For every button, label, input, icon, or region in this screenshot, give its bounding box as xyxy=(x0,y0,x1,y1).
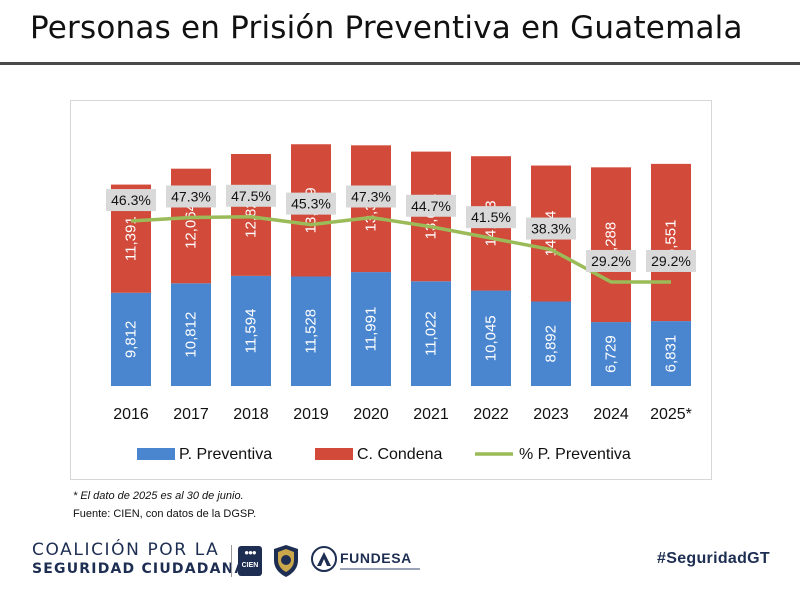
data-label-preventiva: 6,831 xyxy=(663,335,680,373)
pct-label-box xyxy=(586,249,636,272)
fundesa-tagline-bar xyxy=(340,568,420,570)
bar-condena xyxy=(591,167,631,323)
fundesa-label: FUNDESA xyxy=(340,550,412,566)
data-label-condena: 12,064 xyxy=(183,203,200,249)
coalition-name-line2: SEGURIDAD CIUDADANA xyxy=(32,561,247,577)
pct-line xyxy=(130,215,671,284)
data-label-preventiva: 11,991 xyxy=(363,307,380,352)
bar-preventiva xyxy=(111,292,151,386)
bar-condena xyxy=(651,163,691,322)
pct-label-box xyxy=(106,189,156,212)
pct-data-label: 29.2% xyxy=(591,253,631,269)
pct-data-label: 45.3% xyxy=(291,196,331,212)
data-label-preventiva: 6,729 xyxy=(603,335,620,373)
pct-label-box xyxy=(286,192,336,215)
cien-logo: ●●● CIEN xyxy=(238,546,262,576)
data-label-preventiva: 9,812 xyxy=(123,321,140,359)
cien-label: CIEN xyxy=(241,562,259,569)
police-shield-icon xyxy=(274,545,298,577)
pct-label-box xyxy=(346,185,396,208)
bar-preventiva xyxy=(351,272,391,386)
bar-preventiva xyxy=(651,321,691,386)
legend-label-pct: % P. Preventiva xyxy=(519,446,631,463)
bar-preventiva xyxy=(291,276,331,386)
legend-swatch-preventiva xyxy=(137,448,175,460)
pct-label-box xyxy=(406,194,456,217)
footnote: * El dato de 2025 es al 30 de junio. xyxy=(73,490,244,502)
x-tick-label: 2022 xyxy=(473,406,509,423)
bar-condena xyxy=(231,153,271,276)
data-label-preventiva: 11,594 xyxy=(243,309,260,354)
pct-data-label: 29.2% xyxy=(651,253,691,269)
page-title: Personas en Prisión Preventiva en Guatem… xyxy=(30,10,743,46)
bar-preventiva xyxy=(531,301,571,386)
chart-panel: 9,812 11,391 2016 10,812 12,064 2017 11,594 12,… xyxy=(70,100,712,480)
coalition-name-line1: COALICIÓN POR LA xyxy=(32,540,220,560)
pct-label-box xyxy=(226,184,276,207)
pct-data-label: 47.3% xyxy=(171,188,211,204)
x-tick-label: 2023 xyxy=(533,406,569,423)
source-note: Fuente: CIEN, con datos de la DGSP. xyxy=(73,508,257,520)
pct-label-box xyxy=(646,249,696,272)
pct-label-box xyxy=(466,206,516,229)
x-tick-label: 2020 xyxy=(353,406,389,423)
x-tick-label: 2017 xyxy=(173,406,209,423)
data-label-preventiva: 11,528 xyxy=(303,309,320,354)
fundesa-logo-icon xyxy=(311,546,337,572)
data-label-preventiva: 11,022 xyxy=(423,311,440,356)
x-tick-label: 2018 xyxy=(233,406,269,423)
pct-label-box xyxy=(526,217,576,240)
bar-preventiva xyxy=(411,281,451,386)
data-label-condena: 11,391 xyxy=(123,216,140,261)
coalition-logo: COALICIÓN POR LA SEGURIDAD CIUDADANA xyxy=(32,540,247,577)
bar-preventiva xyxy=(171,283,211,386)
x-tick-label: 2019 xyxy=(293,406,329,423)
legend-swatch-condena xyxy=(315,448,353,460)
footer xyxy=(0,534,800,595)
bar-preventiva xyxy=(591,322,631,386)
data-label-preventiva: 10,812 xyxy=(183,312,200,358)
x-tick-label: 2025* xyxy=(650,406,692,423)
pct-data-label: 38.3% xyxy=(531,221,571,237)
data-label-preventiva: 10,045 xyxy=(483,315,500,361)
bar-preventiva xyxy=(471,290,511,386)
x-tick-label: 2024 xyxy=(593,406,629,423)
legend-label-condena: C. Condena xyxy=(357,446,442,463)
bar-preventiva xyxy=(231,275,271,386)
title-rule xyxy=(0,62,800,65)
x-tick-label: 2021 xyxy=(413,406,449,423)
pct-data-label: 41.5% xyxy=(471,209,511,225)
logo-divider xyxy=(231,545,232,577)
hashtag: #SeguridadGT xyxy=(657,550,770,567)
data-label-preventiva: 8,892 xyxy=(543,325,560,363)
legend-label-preventiva: P. Preventiva xyxy=(179,446,272,463)
pct-data-label: 47.5% xyxy=(231,188,271,204)
cien-dots-icon: ●●● xyxy=(244,548,257,557)
x-tick-label: 2016 xyxy=(113,406,149,423)
pct-data-label: 47.3% xyxy=(351,188,391,204)
stacked-bar-chart: 9,81211,391201610,81212,064201711,59412,… xyxy=(106,144,696,463)
pct-label-box xyxy=(166,185,216,208)
bar-condena xyxy=(351,145,391,273)
pct-data-label: 46.3% xyxy=(111,192,151,208)
pct-data-label: 44.7% xyxy=(411,198,451,214)
